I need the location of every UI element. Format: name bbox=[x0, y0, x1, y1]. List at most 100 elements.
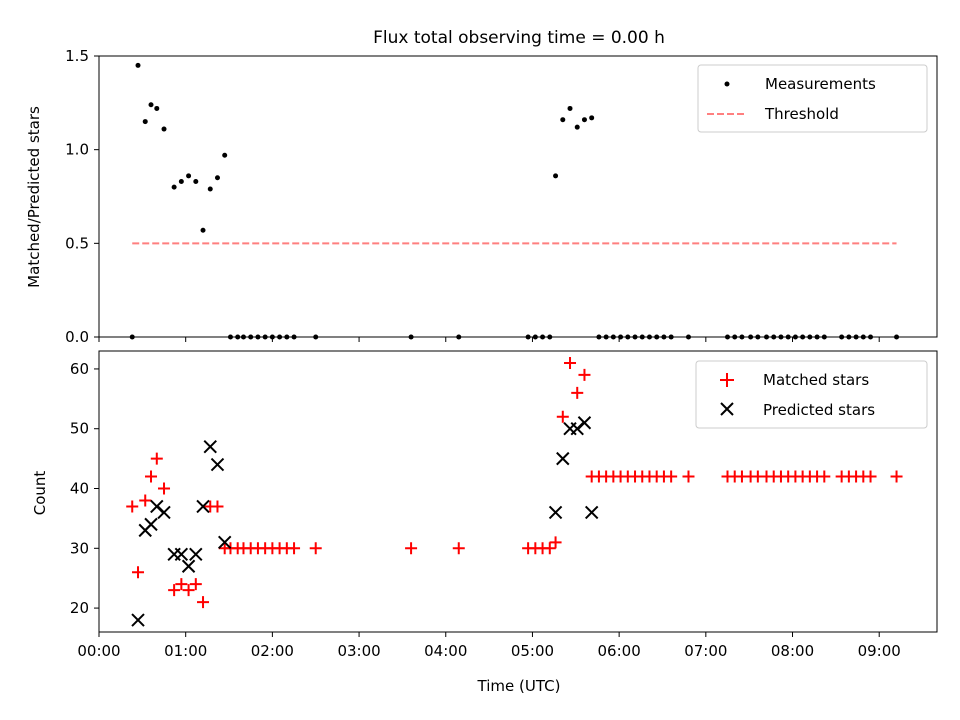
predicted-star-point bbox=[144, 517, 158, 532]
bottom-y-tick-label: 20 bbox=[70, 599, 89, 617]
matched-star-point bbox=[556, 410, 569, 423]
matched-star-point bbox=[818, 470, 831, 483]
legend-marker-matched-stars bbox=[720, 373, 734, 387]
top-y-tick-label: 0.5 bbox=[65, 234, 89, 252]
bottom-y-axis-label: Count bbox=[31, 471, 49, 516]
top-y-tick-label: 1.0 bbox=[65, 141, 89, 159]
matched-star-point bbox=[571, 386, 584, 399]
matched-star-point bbox=[175, 578, 188, 591]
bottom-y-tick-label: 50 bbox=[70, 420, 89, 438]
chart-title: Flux total observing time = 0.00 h bbox=[373, 28, 665, 48]
matched-star-point bbox=[682, 470, 695, 483]
matched-star-point bbox=[405, 542, 418, 555]
matched-star-point bbox=[182, 584, 195, 597]
bottom-y-tick-label: 30 bbox=[70, 539, 89, 557]
matched-star-point bbox=[564, 356, 577, 369]
matched-star-point bbox=[309, 542, 322, 555]
measurement-point bbox=[171, 184, 177, 190]
x-tick-label: 08:00 bbox=[771, 642, 814, 660]
matched-star-point bbox=[132, 566, 145, 579]
x-tick-label: 01:00 bbox=[164, 642, 207, 660]
matched-star-point bbox=[864, 470, 877, 483]
legend-label-threshold: Threshold bbox=[764, 105, 839, 123]
measurement-point bbox=[135, 62, 141, 68]
measurement-point bbox=[193, 179, 199, 185]
measurement-point bbox=[222, 152, 228, 158]
bottom-y-tick-label: 60 bbox=[70, 360, 89, 378]
measurement-point bbox=[560, 117, 566, 123]
x-tick-label: 03:00 bbox=[337, 642, 380, 660]
bottom-panel-marks bbox=[126, 356, 903, 627]
matched-star-point bbox=[126, 500, 139, 513]
x-tick-label: 09:00 bbox=[858, 642, 901, 660]
top-legend-box bbox=[697, 64, 928, 133]
measurement-point bbox=[574, 124, 580, 130]
measurement-point bbox=[589, 115, 595, 121]
matched-star-point bbox=[158, 482, 171, 495]
bottom-y-tick-label: 40 bbox=[70, 480, 89, 498]
predicted-star-point bbox=[577, 416, 592, 430]
legend-label-measurements: Measurements bbox=[765, 75, 876, 93]
matched-star-point bbox=[288, 542, 301, 555]
matched-star-point bbox=[211, 500, 224, 513]
top-panel-ticks: 0.0 0.5 1.0 1.5 bbox=[65, 47, 880, 346]
predicted-star-point bbox=[556, 451, 570, 466]
predicted-star-point bbox=[181, 559, 196, 573]
measurement-point bbox=[154, 105, 160, 111]
top-y-axis-label: Matched/Predicted stars bbox=[25, 106, 43, 288]
predicted-star-point bbox=[189, 547, 203, 561]
top-y-tick-label: 0.0 bbox=[65, 328, 89, 346]
matched-star-point bbox=[665, 470, 678, 483]
measurement-point bbox=[142, 119, 148, 125]
bottom-panel-ticks: 00:00 01:00 02:00 03:00 04:00 05:00 06:00 07:00… bbox=[70, 360, 901, 660]
legend-marker-measurements bbox=[724, 81, 730, 87]
legend-label-predicted-stars: Predicted stars bbox=[763, 401, 875, 419]
x-tick-label: 07:00 bbox=[684, 642, 727, 660]
measurement-point bbox=[581, 117, 587, 123]
matched-star-point bbox=[150, 452, 163, 465]
measurement-point bbox=[567, 105, 573, 111]
predicted-star-point bbox=[131, 613, 145, 627]
measurement-point bbox=[553, 173, 559, 179]
matched-star-point bbox=[549, 536, 562, 549]
x-tick-label: 00:00 bbox=[77, 642, 120, 660]
top-panel-frame bbox=[98, 55, 938, 338]
predicted-star-point bbox=[157, 505, 171, 520]
measurement-point bbox=[161, 126, 167, 132]
x-tick-label: 05:00 bbox=[511, 642, 554, 660]
predicted-star-point bbox=[174, 547, 189, 561]
bottom-panel: 00:00 01:00 02:00 03:00 04:00 05:00 06:00 07:00… bbox=[31, 350, 938, 695]
top-panel: 0.0 0.5 1.0 1.5 Matched/Predicted stars Mea… bbox=[25, 47, 938, 346]
matched-star-point bbox=[168, 584, 181, 597]
measurement-point bbox=[186, 173, 192, 179]
predicted-star-point bbox=[548, 505, 563, 520]
predicted-star-point bbox=[217, 535, 232, 550]
top-y-tick-label: 1.5 bbox=[65, 47, 89, 65]
predicted-star-point bbox=[196, 499, 210, 514]
matched-star-point bbox=[145, 470, 158, 483]
measurement-point bbox=[214, 175, 220, 181]
matched-star-point bbox=[197, 596, 210, 609]
matched-star-point bbox=[452, 542, 465, 555]
predicted-star-point bbox=[203, 439, 217, 454]
x-tick-label: 02:00 bbox=[251, 642, 294, 660]
legend-label-matched-stars: Matched stars bbox=[763, 371, 869, 389]
bottom-legend: Matched stars Predicted stars bbox=[695, 360, 928, 429]
x-axis-label: Time (UTC) bbox=[477, 677, 561, 695]
bottom-panel-frame bbox=[98, 350, 938, 633]
measurement-point bbox=[178, 179, 184, 185]
legend-marker-predicted-stars bbox=[720, 402, 734, 416]
matched-star-point bbox=[543, 542, 556, 555]
measurement-point bbox=[200, 227, 206, 233]
predicted-star-point bbox=[584, 505, 599, 520]
matched-star-point bbox=[139, 494, 152, 507]
matched-star-point bbox=[189, 578, 202, 591]
x-tick-label: 04:00 bbox=[424, 642, 467, 660]
measurement-point bbox=[207, 186, 213, 192]
measurement-point bbox=[148, 102, 154, 108]
top-legend: Measurements Threshold bbox=[697, 64, 928, 133]
matched-star-point bbox=[578, 368, 591, 381]
predicted-star-point bbox=[210, 457, 225, 472]
x-tick-label: 06:00 bbox=[598, 642, 641, 660]
